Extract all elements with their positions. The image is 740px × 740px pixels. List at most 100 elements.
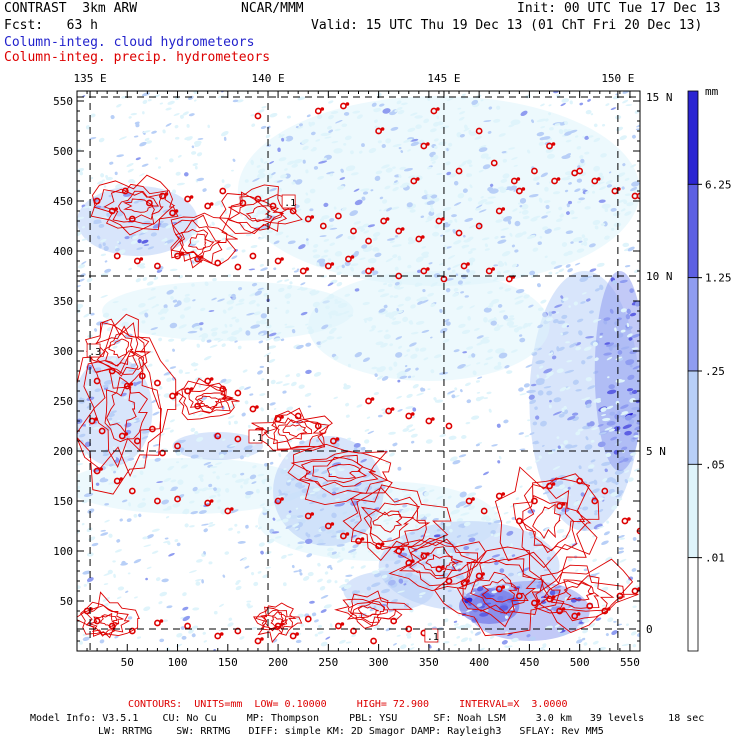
cloud-cell: [399, 166, 407, 170]
cloud-cell: [476, 204, 483, 209]
cloud-cell: [174, 302, 182, 308]
cloud-cell: [396, 634, 401, 637]
cloud-cell: [444, 228, 451, 233]
cloud-cell: [196, 436, 204, 442]
cloud-cell: [453, 620, 458, 623]
cloud-cell: [258, 542, 265, 547]
cloud-cell: [201, 487, 209, 492]
cloud-cell: [229, 404, 237, 409]
cloud-cell: [510, 349, 518, 353]
cloud-cell: [594, 509, 599, 513]
lat-lon-grid: [77, 91, 640, 651]
cloud-cell: [415, 320, 425, 325]
cloud-cell: [286, 514, 292, 519]
cloud-cell: [385, 522, 389, 525]
cloud-cell: [405, 406, 414, 409]
cloud-cell: [217, 506, 221, 510]
cloud-cell: [519, 448, 526, 451]
cloud-cell: [214, 200, 222, 206]
cloud-cell: [439, 327, 448, 334]
cloud-cell: [373, 108, 381, 111]
cloud-cell: [565, 386, 571, 390]
cloud-cell: [297, 541, 306, 545]
cloud-cell: [351, 634, 357, 638]
cloud-cell: [276, 495, 286, 498]
cloud-cell: [127, 168, 134, 173]
precip-cell: [304, 215, 312, 223]
forecast-map-chart: .1.3.1.1 50 100 150 200 250 300 350 400 450 500 55…: [53, 72, 731, 669]
cloud-cell: [619, 279, 628, 284]
cloud-cell: [337, 551, 341, 555]
precip-contour: [352, 600, 389, 619]
cloud-cell: [305, 192, 309, 196]
cloud-cell: [483, 307, 492, 313]
cloud-cell: [84, 441, 92, 447]
cloud-cell: [473, 327, 480, 331]
cloud-cell: [112, 446, 116, 449]
cloud-cell: [549, 590, 556, 596]
cloud-cell: [505, 520, 512, 524]
cloud-cell: [206, 339, 212, 343]
cloud-cell: [568, 606, 573, 610]
cloud-cell: [589, 492, 596, 498]
cloud-cell: [622, 242, 630, 248]
cloud-cell: [553, 264, 563, 269]
cloud-cell: [615, 356, 623, 361]
cloud-cell: [385, 312, 393, 318]
precip-cell: [138, 372, 146, 380]
cloud-cell: [121, 499, 128, 503]
precip-cell: [154, 262, 161, 270]
cloud-cell: [425, 439, 433, 444]
cloud-cell: [395, 336, 403, 340]
cloud-cell: [615, 400, 620, 405]
precip-cell: [118, 432, 126, 440]
cloud-cell: [445, 522, 452, 527]
cloud-cell: [191, 625, 199, 630]
cloud-cell: [483, 317, 487, 320]
cloud-cell: [569, 210, 575, 215]
cloud-cell: [407, 264, 412, 269]
precip-cell: [209, 202, 214, 206]
precip-cell: [365, 267, 372, 275]
cloud-cell: [542, 643, 547, 647]
precip-contour: [104, 376, 148, 443]
cloud-cell: [408, 647, 415, 651]
cloud-cell: [456, 305, 464, 310]
cloud-cell: [287, 240, 296, 245]
cloud-cell: [329, 314, 332, 319]
cloud-cell: [347, 363, 351, 368]
cloud-cell: [350, 172, 359, 176]
precip-cell: [194, 255, 202, 263]
cloud-cell: [559, 387, 567, 392]
cloud-cell: [201, 579, 204, 584]
cloud-cell: [205, 487, 215, 490]
cloud-cell: [616, 172, 626, 178]
cloud-cell: [398, 174, 402, 179]
cloud-cell: [336, 336, 343, 340]
cloud-cell: [194, 142, 201, 148]
cloud-cell: [364, 318, 367, 323]
cloud-cell: [552, 191, 561, 195]
cloud-cell: [244, 565, 250, 569]
cloud-cell: [440, 234, 444, 237]
precip-cell: [274, 257, 282, 265]
cloud-cell: [273, 337, 281, 342]
cloud-cell: [558, 632, 567, 636]
cloud-cell: [144, 137, 150, 142]
cloud-cell: [334, 580, 338, 584]
precip-cell: [139, 257, 144, 261]
cloud-cell: [486, 594, 495, 598]
cloud-cell: [280, 338, 285, 342]
precip-cell: [355, 537, 362, 545]
cloud-cell: [528, 394, 535, 400]
cloud-cell: [309, 492, 316, 495]
cloud-cell: [631, 347, 639, 350]
precip-cell: [445, 422, 453, 430]
cloud-cell: [278, 452, 282, 458]
cloud-cell: [430, 303, 436, 308]
cloud-cell: [448, 435, 457, 440]
precip-cell: [174, 442, 181, 450]
cloud-cell: [176, 182, 185, 186]
contour-label: .1: [248, 429, 263, 444]
cloud-cell: [505, 186, 512, 191]
